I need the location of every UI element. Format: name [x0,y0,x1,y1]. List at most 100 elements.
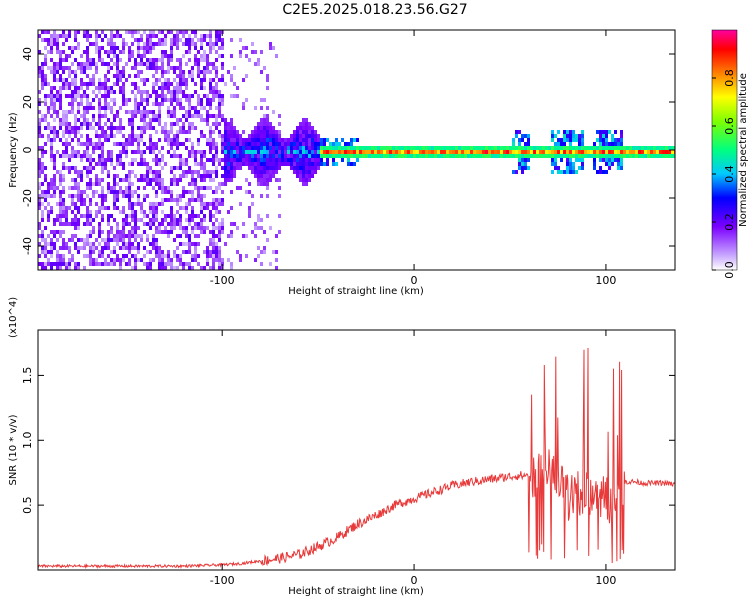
spectrogram-cell [146,166,149,170]
spectrogram-cell [569,146,572,150]
spectrogram-cell [173,198,176,202]
spectrogram-cell [188,58,191,62]
spectrogram-cell [383,154,386,158]
spectrogram-cell [326,146,329,150]
spectrogram-cell [92,58,95,62]
spectrogram-cell [71,178,74,182]
spectrogram-cell [209,90,212,94]
spectrogram-cell [128,202,131,206]
spectrogram-cell [197,142,200,146]
spectrogram-cell [212,222,215,226]
spectrogram-cell [212,142,215,146]
spectrogram-cell [110,150,113,154]
spectrogram-cell [122,38,125,42]
spectrogram-cell [221,146,224,150]
spectrogram-cell [119,34,122,38]
spectrogram-cell [284,158,287,162]
spectrogram-cell [104,86,107,90]
spectrogram-cell [179,226,182,230]
spectrogram-cell [41,194,44,198]
spectrogram-cell [104,166,107,170]
spectrogram-cell [194,234,197,238]
spectrogram-cell [671,150,674,154]
spectrogram-cell [71,222,74,226]
spectrogram-cell [77,170,80,174]
spectrogram-cell [146,262,149,266]
spectrogram-cell [293,150,296,154]
spectrogram-cell [137,218,140,222]
spectrogram-cell [149,150,152,154]
spectrogram-cell [104,122,107,126]
spectrogram-cell [203,166,206,170]
spectrogram-cell [50,98,53,102]
spectrogram-cell [44,150,47,154]
spectrogram-cell [182,174,185,178]
spectrogram-cell [272,154,275,158]
spectrogram-cell [119,122,122,126]
spectrogram-cell [98,58,101,62]
spectrogram-cell [128,258,131,262]
spectrogram-cell [128,262,131,266]
spectrogram-cell [125,246,128,250]
spectrogram-cell [308,134,311,138]
spectrogram-cell [128,182,131,186]
spectrogram-cell [179,234,182,238]
spectrogram-cell [86,174,89,178]
spectrogram-cell [242,130,245,134]
spectrogram-cell [131,130,134,134]
spectrogram-cell [245,178,248,182]
snr-x-tick-label: 0 [411,574,418,587]
spectrogram-cell [176,94,179,98]
spectrogram-cell [59,182,62,186]
spectrogram-cell [80,246,83,250]
snr-y-tick-label: 1.5 [21,367,34,385]
spectrogram-cell [56,170,59,174]
spectrogram-cell [209,82,212,86]
spectrogram-cell [95,178,98,182]
spectrogram-cell [602,170,605,174]
spectrogram-cell [242,234,245,238]
spectrogram-cell [575,150,578,154]
spectrogram-cell [188,70,191,74]
spectrogram-cell [221,98,224,102]
spectrogram-cell [164,130,167,134]
spectrogram-cell [563,134,566,138]
spectrogram-cell [170,198,173,202]
spectrogram-cell [158,182,161,186]
spectrogram-cell [44,142,47,146]
spectrogram-cell [302,130,305,134]
spectrogram-cell [167,78,170,82]
spectrogram-cell [59,74,62,78]
spectrogram-cell [293,134,296,138]
spectrogram-cell [254,126,257,130]
spectrogram-cell [299,142,302,146]
spectrogram-cell [137,250,140,254]
spectrogram-cell [188,166,191,170]
spectrogram-cell [251,166,254,170]
spectrogram-cell [53,38,56,42]
spectrogram-cell [395,150,398,154]
spectrogram-cell [191,94,194,98]
spectrogram-cell [350,162,353,166]
spectrogram-cell [62,86,65,90]
spectrogram-cell [260,126,263,130]
spectrogram-cell [107,150,110,154]
spectrogram-cell [236,226,239,230]
spectrogram-cell [38,110,41,114]
spectrogram-cell [266,126,269,130]
spectrogram-cell [131,206,134,210]
spectrogram-cell [152,102,155,106]
spectrogram-cell [89,78,92,82]
spectrogram-cell [194,82,197,86]
spectrogram-cell [149,146,152,150]
spectrogram-cell [143,122,146,126]
spectrogram-cell [317,154,320,158]
spectrogram-cell [350,142,353,146]
spectrogram-cell [485,146,488,150]
spectrogram-cell [89,214,92,218]
spectrogram-cell [209,50,212,54]
spectrogram-cell [59,50,62,54]
spectrogram-cell [170,38,173,42]
spectrogram-cell [182,242,185,246]
